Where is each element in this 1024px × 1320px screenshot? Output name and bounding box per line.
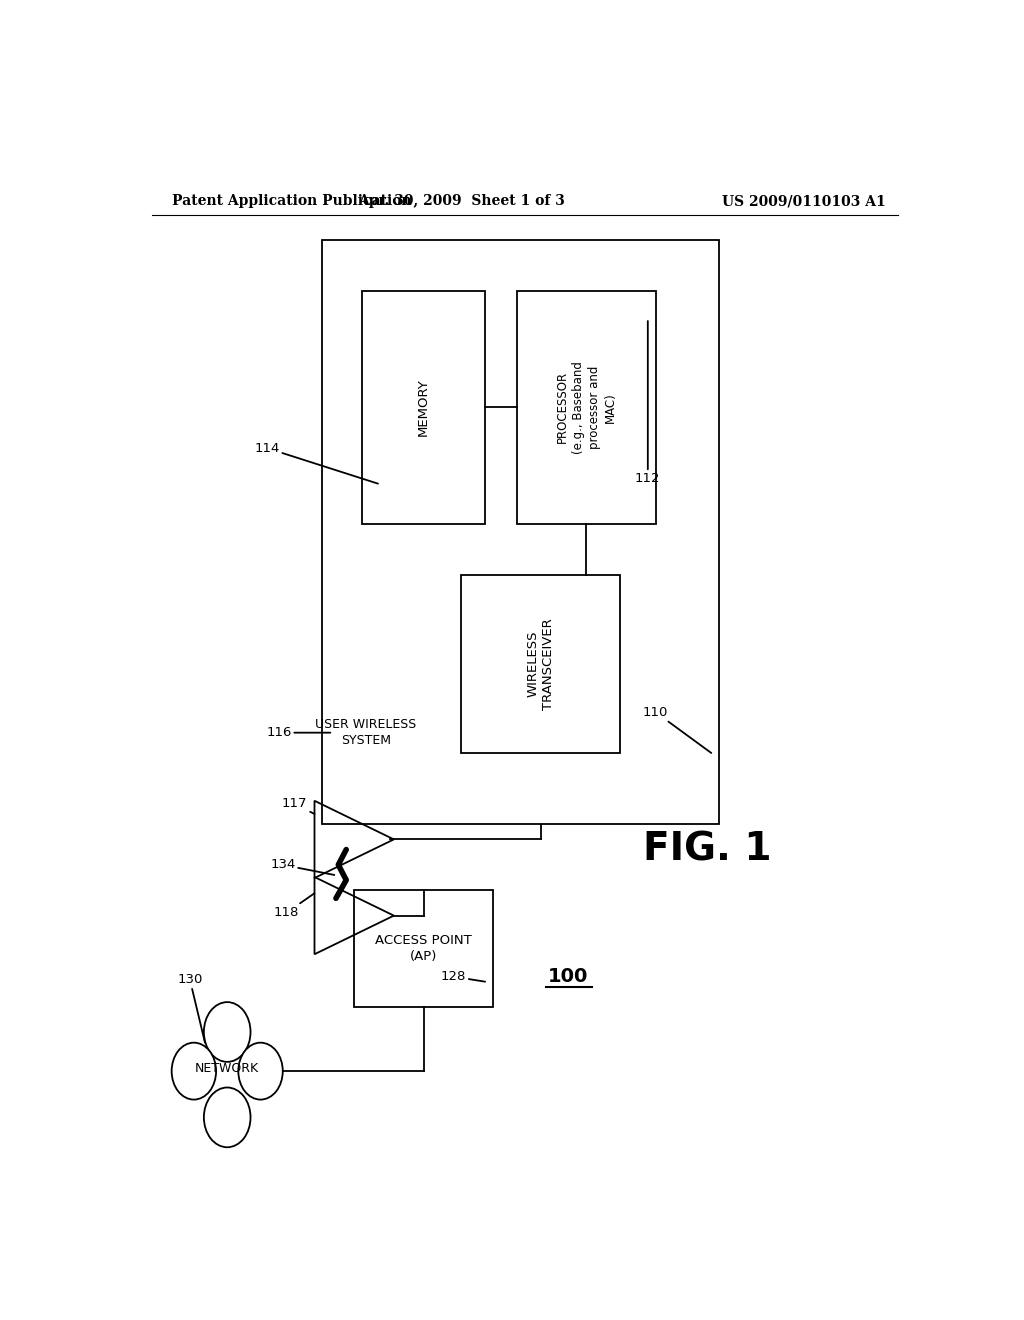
Text: 112: 112 <box>635 321 660 484</box>
FancyBboxPatch shape <box>323 240 719 824</box>
Text: US 2009/0110103 A1: US 2009/0110103 A1 <box>722 194 886 209</box>
Text: WIRELESS
TRANSCEIVER: WIRELESS TRANSCEIVER <box>526 618 555 710</box>
FancyBboxPatch shape <box>362 290 485 524</box>
FancyBboxPatch shape <box>517 290 655 524</box>
Text: USER WIRELESS
SYSTEM: USER WIRELESS SYSTEM <box>315 718 417 747</box>
Circle shape <box>239 1043 283 1100</box>
Text: 130: 130 <box>177 973 205 1043</box>
Text: Apr. 30, 2009  Sheet 1 of 3: Apr. 30, 2009 Sheet 1 of 3 <box>357 194 565 209</box>
Text: 114: 114 <box>254 442 378 483</box>
Text: 128: 128 <box>440 970 485 983</box>
Text: PROCESSOR
(e.g., Baseband
processor and
MAC): PROCESSOR (e.g., Baseband processor and … <box>556 360 616 454</box>
Text: 100: 100 <box>548 968 589 986</box>
Text: 117: 117 <box>282 797 314 814</box>
Text: 110: 110 <box>643 706 712 752</box>
Text: 116: 116 <box>266 726 331 739</box>
Circle shape <box>204 1088 251 1147</box>
Circle shape <box>172 1043 216 1100</box>
Circle shape <box>204 1002 251 1061</box>
Text: 118: 118 <box>274 894 314 919</box>
Text: FIG. 1: FIG. 1 <box>643 830 771 869</box>
Text: ACCESS POINT
(AP): ACCESS POINT (AP) <box>375 935 472 964</box>
FancyBboxPatch shape <box>354 890 494 1007</box>
Text: MEMORY: MEMORY <box>417 379 430 437</box>
Text: Patent Application Publication: Patent Application Publication <box>172 194 412 209</box>
FancyBboxPatch shape <box>461 576 620 752</box>
Text: 134: 134 <box>270 858 334 875</box>
Text: NETWORK: NETWORK <box>196 1061 259 1074</box>
